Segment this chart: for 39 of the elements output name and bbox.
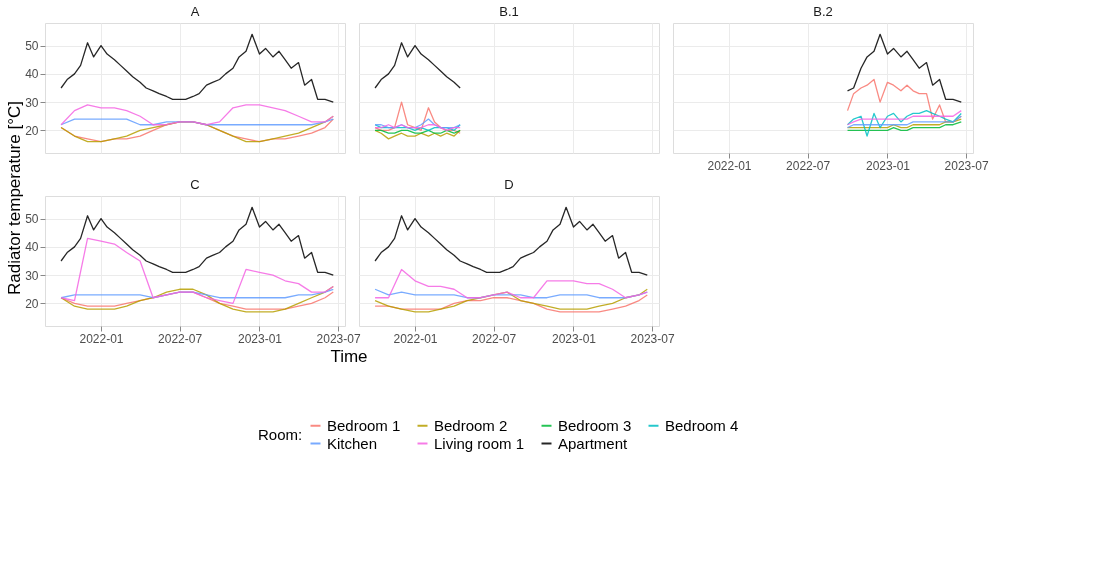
x-tick-label: 2023-07 [316,331,361,346]
x-tick-label: 2023-01 [551,331,597,346]
y-tick-label: 50 [25,39,39,54]
legend-label: Bedroom 3 [558,416,632,434]
x-tick-label: 2022-01 [707,158,752,173]
line-series [60,237,334,305]
x-axis-title: Time [330,347,368,366]
x-tick-label: 2022-01 [393,331,438,346]
legend-title: Room: [258,426,303,443]
chart-title: A [190,4,200,19]
x-tick-label: 2023-07 [630,331,675,346]
x-tick-label: 2022-01 [79,331,124,346]
x-tick-label: 2022-07 [158,331,203,346]
x-tick-label: 2022-07 [786,158,831,173]
x-tick-label: 2023-07 [944,158,989,173]
line-series [60,104,334,126]
chart-title: C [190,177,200,192]
y-tick-label: 20 [25,123,39,138]
x-tick-label: 2023-01 [865,158,911,173]
chart-title: D [504,177,514,192]
legend-label: Kitchen [327,434,378,452]
chart-title: B.2 [813,4,833,19]
x-tick-label: 2023-01 [237,331,283,346]
legend-label: Bedroom 1 [327,416,401,434]
line-series [60,206,334,276]
y-tick-label: 30 [25,268,39,283]
x-tick-label: 2022-07 [472,331,517,346]
y-tick-label: 30 [25,95,39,110]
legend-label: Living room 1 [434,434,525,452]
y-axis-title: Radiator temperature [°C] [5,101,24,295]
legend-label: Bedroom 2 [434,416,508,434]
chart-title: B.1 [499,4,519,19]
y-tick-label: 40 [25,67,39,82]
legend-label: Bedroom 4 [665,416,739,434]
y-tick-label: 50 [25,212,39,227]
y-tick-label: 40 [25,240,39,255]
y-tick-label: 20 [25,296,39,311]
line-series [60,33,334,103]
legend-label: Apartment [558,434,629,452]
